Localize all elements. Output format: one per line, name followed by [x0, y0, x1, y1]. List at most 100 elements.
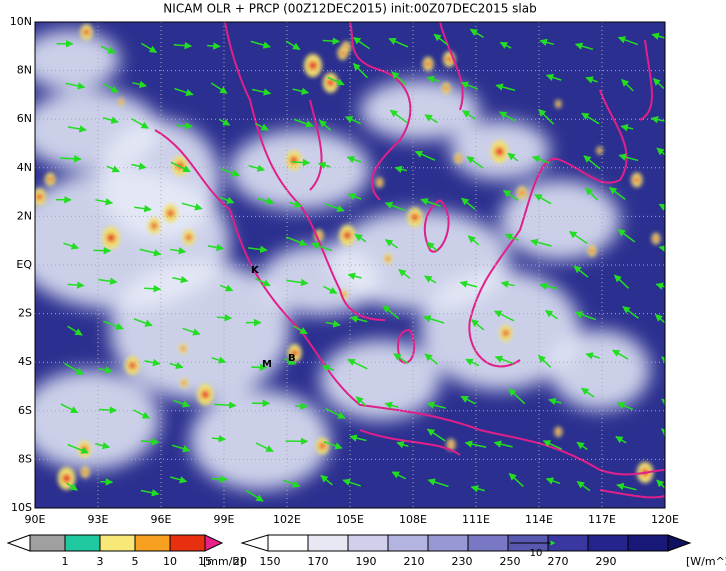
wind-arrow	[283, 357, 296, 365]
wind-arrow	[255, 122, 269, 131]
cloud	[100, 120, 220, 240]
wind-arrow	[322, 37, 341, 45]
wind-arrow	[286, 236, 308, 247]
colorbar-label: 290	[596, 555, 617, 568]
wind-arrow	[211, 356, 227, 364]
wind-arrow	[388, 37, 409, 48]
colorbar-label: 5	[132, 555, 139, 568]
colorbar-segment	[134, 534, 171, 552]
wind-arrow	[658, 203, 665, 211]
wind-arrow	[469, 28, 484, 38]
precip-core	[425, 61, 431, 67]
x-tick-label: 93E	[88, 513, 109, 526]
precip-core	[448, 442, 454, 447]
precip-core	[82, 469, 88, 475]
precip-core	[495, 147, 504, 156]
wind-arrow	[327, 76, 345, 86]
wind-arrow	[323, 441, 343, 450]
wind-arrow	[103, 320, 124, 330]
wind-arrow	[211, 434, 227, 443]
precip-core	[556, 102, 560, 106]
wind-arrow	[661, 356, 665, 365]
precip-core	[444, 85, 449, 91]
wind-arrow	[427, 478, 449, 488]
wind-arrow	[289, 200, 303, 208]
precip-core	[181, 346, 186, 351]
wind-arrow	[384, 239, 399, 249]
wind-arrow	[349, 315, 368, 323]
colorbar-unit: [W/m^2]	[686, 555, 726, 568]
cloud	[360, 80, 480, 140]
wind-arrow	[651, 32, 665, 40]
wind-arrow	[660, 428, 665, 437]
wind-arrow	[507, 152, 519, 162]
wind-arrow	[256, 197, 275, 205]
colorbar-unit: [mm/h]	[203, 555, 244, 568]
colorbar-segment	[169, 534, 206, 552]
wind-arrow	[384, 401, 399, 409]
cloud	[550, 330, 650, 410]
precip-core	[83, 29, 90, 36]
wind-arrow	[140, 42, 158, 54]
wind-arrow	[585, 76, 598, 84]
wind-arrow	[616, 482, 637, 491]
x-tick-label: 114E	[525, 513, 553, 526]
precip-core	[291, 349, 299, 357]
wind-arrow	[144, 284, 162, 293]
precip-core	[185, 234, 192, 241]
wind-arrow	[103, 83, 119, 93]
wind-arrow	[493, 440, 513, 448]
wind-arrow	[502, 189, 519, 201]
wind-arrow	[420, 198, 441, 207]
colorbar-segment	[29, 534, 66, 552]
wind-arrow	[391, 71, 407, 86]
colorbar-label: 190	[356, 555, 377, 568]
wind-arrow	[170, 161, 191, 173]
colorbar-label: 170	[308, 555, 329, 568]
colorbar-segment	[467, 534, 509, 552]
wind-arrow	[389, 109, 408, 124]
precip-field	[35, 24, 661, 490]
wind-arrow	[320, 474, 333, 486]
y-tick-label: 8S	[18, 452, 32, 465]
wind-arrow	[466, 156, 484, 169]
wind-arrow	[245, 489, 264, 502]
cloud	[190, 390, 330, 490]
wind-vectors	[55, 28, 665, 502]
wind-arrow	[585, 352, 600, 360]
wind-arrow	[461, 197, 476, 210]
wind-arrow	[424, 275, 437, 284]
wind-arrow	[382, 305, 400, 320]
wind-arrow	[354, 233, 367, 243]
colorbar-end	[6, 534, 31, 552]
wind-arrow	[398, 268, 411, 279]
wind-arrow	[219, 196, 235, 204]
axes: 90E 93E 96E 99E 102E 105E 108E 111E 114E 117E 120E…	[10, 15, 679, 526]
wind-arrow	[207, 42, 221, 50]
wind-arrow	[576, 441, 588, 451]
wind-arrow	[539, 38, 555, 46]
wind-arrow	[620, 124, 634, 132]
wind-arrow	[140, 489, 160, 497]
precip-core	[289, 156, 298, 165]
wind-arrow	[181, 202, 203, 211]
wind-arrow	[470, 485, 485, 493]
colorbar-label: 3	[97, 555, 104, 568]
wind-arrow	[538, 108, 555, 125]
wind-arrow	[100, 45, 116, 54]
colorbar-label: 270	[548, 555, 569, 568]
wind-arrow	[615, 435, 627, 444]
wind-arrow	[311, 242, 333, 252]
wind-arrow	[574, 42, 594, 51]
colorbar-label: 250	[500, 555, 521, 568]
precip-core	[201, 390, 210, 399]
wind-arrow	[460, 81, 479, 90]
wind-arrow	[499, 111, 516, 122]
cloud	[230, 130, 370, 210]
precip-core	[151, 222, 158, 229]
wind-arrow	[292, 325, 308, 335]
precip-core	[166, 209, 175, 217]
wind-arrow	[250, 40, 271, 49]
wind-arrow	[471, 319, 485, 331]
